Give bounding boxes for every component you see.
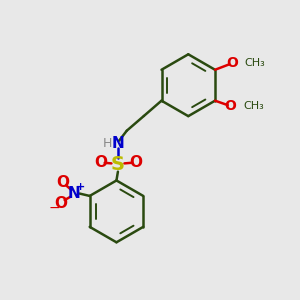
Text: O: O <box>225 99 237 113</box>
Text: CH₃: CH₃ <box>244 58 265 68</box>
Text: O: O <box>55 196 68 211</box>
Text: N: N <box>112 136 124 151</box>
Text: +: + <box>76 182 86 192</box>
Text: −: − <box>49 200 61 214</box>
Text: S: S <box>111 155 125 174</box>
Text: CH₃: CH₃ <box>243 101 264 111</box>
Text: H: H <box>103 136 112 150</box>
Text: O: O <box>226 56 238 70</box>
Text: O: O <box>94 155 107 170</box>
Text: O: O <box>129 155 142 170</box>
Text: O: O <box>57 175 70 190</box>
Text: N: N <box>68 186 81 201</box>
